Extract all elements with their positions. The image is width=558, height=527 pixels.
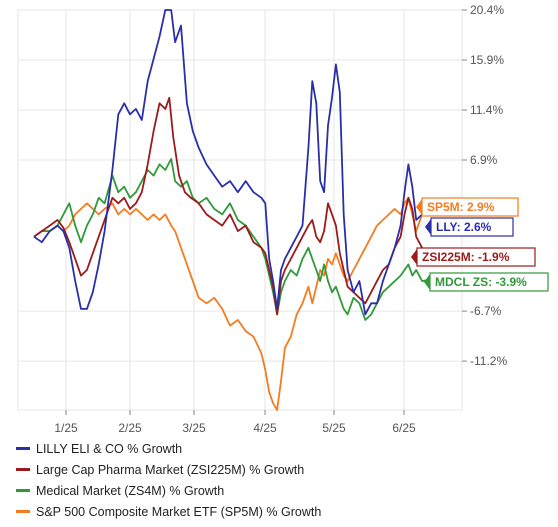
legend-label-zsi: Large Cap Pharma Market (ZSI225M) % Grow… (36, 462, 305, 477)
legend-item-zsi[interactable]: Large Cap Pharma Market (ZSI225M) % Grow… (16, 459, 546, 480)
legend-item-lly[interactable]: LILLY ELI & CO % Growth (16, 438, 546, 459)
value-callouts: LLY: 2.6% ZSI225M: -1.9% MDCL ZS: -3.9% SP5… (411, 197, 549, 292)
callout-box-sp5 (421, 197, 519, 217)
legend-label-sp5: S&P 500 Composite Market ETF (SP5M) % Gr… (36, 504, 322, 519)
callout-pointer-zs4 (424, 274, 430, 290)
y-tick-label: 11.4% (470, 103, 503, 117)
x-tick-label: 2/25 (118, 421, 142, 435)
legend-label-lly: LILLY ELI & CO % Growth (36, 441, 183, 456)
x-tick-label: 1/25 (54, 421, 78, 435)
axes: 1/25 2/25 3/25 4/25 5/25 6/25 20.4% 15.9% 11.4% 6… (54, 3, 507, 435)
callout-lly: LLY: 2.6% (425, 217, 514, 237)
legend-item-zs4[interactable]: Medical Market (ZS4M) % Growth (16, 480, 546, 501)
legend-item-sp5[interactable]: S&P 500 Composite Market ETF (SP5M) % Gr… (16, 501, 546, 522)
callout-sp5: SP5M: 2.9% (416, 197, 519, 217)
callout-box-zs4 (429, 272, 549, 292)
x-tick-label: 5/25 (322, 421, 346, 435)
callout-label-sp5: SP5M: 2.9% (427, 200, 495, 214)
callout-label-zsi: ZSI225M: -1.9% (422, 250, 510, 264)
callout-zs4: MDCL ZS: -3.9% (424, 272, 549, 292)
y-tick-label: -6.7% (470, 304, 502, 318)
callout-pointer-lly (425, 219, 431, 235)
series-line-sp5 (33, 196, 429, 411)
series-line-lly (33, 9, 429, 316)
callout-box-lly (430, 217, 514, 237)
callout-pointer-zsi (411, 249, 417, 265)
callout-label-zs4: MDCL ZS: -3.9% (435, 275, 527, 289)
callout-label-lly: LLY: 2.6% (436, 220, 492, 234)
callout-pointer-sp5 (416, 199, 422, 215)
legend-swatch-lly (16, 447, 30, 450)
x-tick-label: 6/25 (392, 421, 416, 435)
y-tick-label: 15.9% (470, 53, 504, 67)
y-tick-label: 20.4% (470, 3, 504, 17)
callout-zsi: ZSI225M: -1.9% (411, 247, 536, 267)
legend-label-zs4: Medical Market (ZS4M) % Growth (36, 483, 225, 498)
legend-swatch-zsi (16, 468, 30, 471)
legend: LILLY ELI & CO % Growth Large Cap Pharma… (16, 438, 546, 522)
y-tick-label: -11.2% (470, 354, 507, 368)
legend-swatch-sp5 (16, 510, 30, 513)
x-tick-label: 3/25 (182, 421, 206, 435)
y-tick-label: 6.9% (470, 153, 498, 167)
x-tick-label: 4/25 (253, 421, 277, 435)
legend-swatch-zs4 (16, 489, 30, 492)
callout-box-zsi (416, 247, 536, 267)
series-lines (33, 9, 429, 411)
series-line-zsi (33, 96, 429, 316)
